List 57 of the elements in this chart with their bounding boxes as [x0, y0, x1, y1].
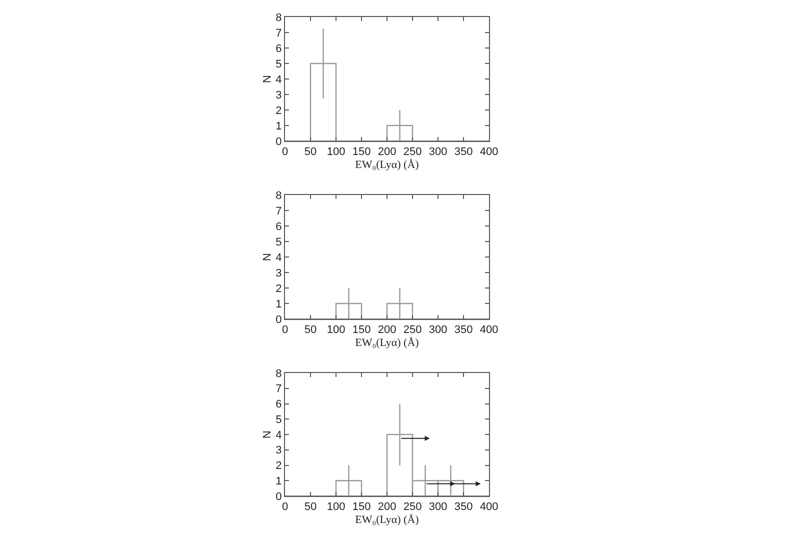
x-tick-label: 250: [403, 146, 422, 158]
y-tick-label: 6: [276, 220, 282, 233]
x-tick-label: 150: [352, 324, 371, 336]
x-tick-label: 250: [403, 501, 422, 514]
x-axis-title: EW₀(Lyα) (Å): [355, 513, 420, 526]
x-tick-label: 300: [428, 324, 448, 336]
y-tick-label: 4: [276, 74, 282, 86]
x-tick-label: 100: [326, 146, 346, 158]
y-tick-label: 1: [276, 475, 282, 488]
x-tick-label: 50: [304, 501, 317, 514]
y-tick-label: 8: [276, 368, 282, 380]
y-tick-label: 2: [276, 460, 282, 472]
y-tick-label: 1: [276, 298, 282, 310]
x-axis-title: EW₀(Lyα) (Å): [355, 336, 420, 350]
x-tick-label: 200: [378, 501, 396, 514]
x-tick-label: 50: [304, 324, 317, 336]
y-tick-label: 4: [276, 429, 282, 442]
y-tick-label: 3: [276, 89, 282, 102]
y-tick-label: 6: [276, 398, 282, 411]
y-tick-label: 2: [276, 104, 282, 117]
x-tick-label: 400: [480, 324, 498, 336]
y-tick-label: 0: [276, 314, 282, 326]
x-tick-label: 250: [403, 324, 422, 336]
y-tick-label: 4: [276, 252, 282, 264]
x-tick-label: 100: [326, 501, 346, 514]
x-tick-label: 350: [454, 501, 473, 514]
y-tick-label: 7: [276, 383, 282, 396]
y-tick-label: 3: [276, 267, 282, 280]
y-tick-label: 7: [276, 27, 282, 40]
y-tick-label: 8: [276, 190, 282, 202]
y-tick-label: 5: [276, 414, 282, 426]
x-tick-label: 150: [352, 501, 371, 514]
y-tick-label: 5: [276, 236, 282, 248]
y-tick-label: 0: [276, 490, 282, 503]
x-tick-label: 300: [428, 501, 448, 514]
y-tick-label: 7: [276, 205, 282, 218]
x-tick-label: 350: [454, 146, 473, 158]
y-tick-label: 2: [276, 282, 282, 295]
y-tick-label: 8: [276, 12, 282, 24]
y-tick-label: 6: [276, 42, 282, 55]
y-tick-label: 1: [276, 120, 282, 132]
x-tick-label: 150: [352, 146, 371, 158]
y-tick-label: 5: [276, 58, 282, 70]
x-tick-label: 400: [480, 501, 498, 514]
x-tick-label: 200: [378, 146, 396, 158]
x-axis-title: EW₀(Lyα) (Å): [355, 158, 420, 172]
x-tick-label: 50: [304, 146, 317, 158]
y-tick-label: 0: [276, 136, 282, 148]
y-tick-label: 3: [276, 444, 282, 457]
y-axis-title: N: [261, 430, 274, 438]
x-tick-label: 400: [480, 146, 498, 158]
x-tick-label: 300: [428, 146, 448, 158]
y-axis-title: N: [261, 252, 274, 261]
x-tick-label: 200: [378, 324, 396, 336]
x-tick-label: 100: [326, 324, 346, 336]
x-tick-label: 350: [454, 324, 473, 336]
y-axis-title: N: [261, 74, 274, 83]
